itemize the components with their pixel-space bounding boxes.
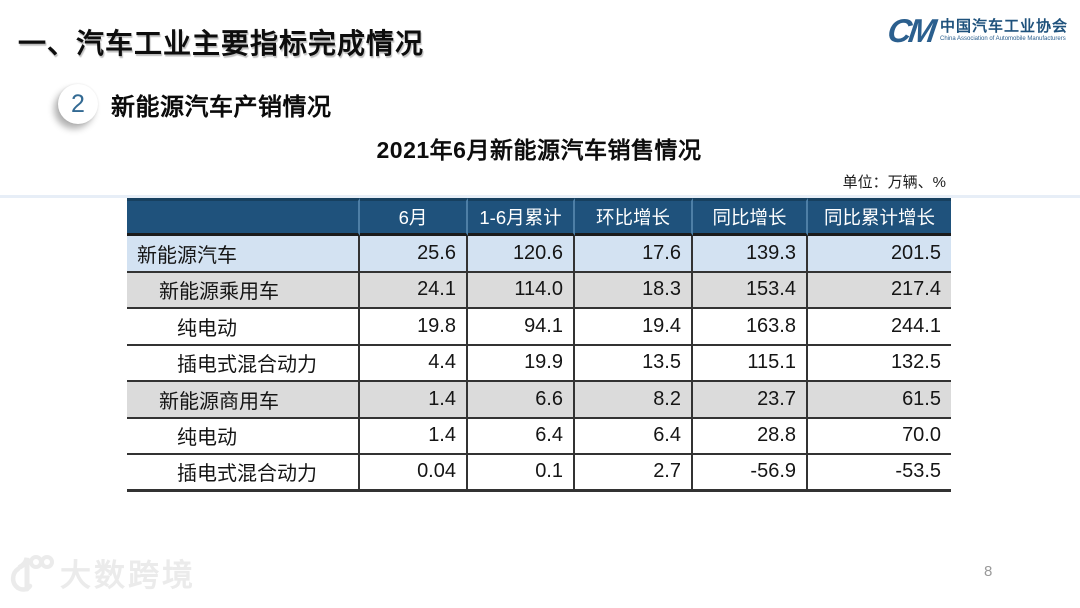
caam-logo: CM 中国汽车工业协会 China Association of Automob…: [885, 12, 1068, 49]
section-heading: 2 新能源汽车产销情况: [58, 84, 332, 124]
value-cell: 28.8: [693, 418, 808, 455]
column-header: 同比累计增长: [808, 198, 951, 236]
sales-table: 6月 1-6月累计 环比增长 同比增长 同比累计增长 新能源汽车 25.6 120.6 17.…: [127, 198, 951, 492]
table-row: 新能源汽车 25.6 120.6 17.6 139.3 201.5: [127, 236, 951, 273]
watermark: 大数跨境: [6, 550, 196, 595]
value-cell: 17.6: [575, 236, 693, 273]
value-cell: 1.4: [360, 382, 468, 419]
value-cell: 19.4: [575, 309, 693, 346]
value-cell: 61.5: [808, 382, 951, 419]
section-number-badge: 2: [58, 84, 98, 124]
section-title: 新能源汽车产销情况: [111, 93, 332, 121]
value-cell: 0.1: [468, 455, 575, 492]
column-header: 同比增长: [693, 198, 808, 236]
value-cell: 132.5: [808, 345, 951, 382]
value-cell: 70.0: [808, 418, 951, 455]
row-label: 新能源汽车: [127, 236, 360, 273]
column-header: 1-6月累计: [468, 198, 575, 236]
unit-note: 单位：万辆、%: [842, 174, 946, 191]
value-cell: -53.5: [808, 455, 951, 492]
caam-logo-name-cn: 中国汽车工业协会: [939, 18, 1068, 36]
value-cell: 18.3: [575, 272, 693, 309]
row-label: 纯电动: [127, 418, 360, 455]
value-cell: 2.7: [575, 455, 693, 492]
row-label: 纯电动: [127, 309, 360, 346]
corner-header-cell: [127, 198, 360, 236]
table-header: 6月 1-6月累计 环比增长 同比增长 同比累计增长: [127, 198, 951, 236]
value-cell: 0.04: [360, 455, 468, 492]
value-cell: 6.4: [575, 418, 693, 455]
value-cell: 201.5: [808, 236, 951, 273]
value-cell: 115.1: [693, 345, 808, 382]
sales-table-grid: 6月 1-6月累计 环比增长 同比增长 同比累计增长 新能源汽车 25.6 120.6 17.…: [127, 198, 951, 492]
value-cell: 4.4: [360, 345, 468, 382]
value-cell: 139.3: [693, 236, 808, 273]
table-row: 纯电动 1.4 6.4 6.4 28.8 70.0: [127, 418, 951, 455]
column-header: 环比增长: [575, 198, 693, 236]
table-row: 插电式混合动力 4.4 19.9 13.5 115.1 132.5: [127, 345, 951, 382]
caam-logo-names: 中国汽车工业协会 China Association of Automobile…: [940, 18, 1068, 42]
value-cell: 6.4: [468, 418, 575, 455]
value-cell: 244.1: [808, 309, 951, 346]
value-cell: 217.4: [808, 272, 951, 309]
row-label: 插电式混合动力: [127, 345, 360, 382]
table-title: 2021年6月新能源汽车销售情况: [376, 137, 702, 163]
value-cell: -56.9: [693, 455, 808, 492]
value-cell: 19.8: [360, 309, 468, 346]
value-cell: 1.4: [360, 418, 468, 455]
table-row: 新能源商用车 1.4 6.6 8.2 23.7 61.5: [127, 382, 951, 419]
caam-logo-icon: CM: [885, 12, 936, 49]
decorative-strip: [0, 195, 1080, 198]
value-cell: 153.4: [693, 272, 808, 309]
column-header: 6月: [360, 198, 468, 236]
value-cell: 13.5: [575, 345, 693, 382]
value-cell: 19.9: [468, 345, 575, 382]
value-cell: 114.0: [468, 272, 575, 309]
value-cell: 25.6: [360, 236, 468, 273]
table-row: 插电式混合动力 0.04 0.1 2.7 -56.9 -53.5: [127, 455, 951, 492]
row-label: 新能源商用车: [127, 382, 360, 419]
table-row: 纯电动 19.8 94.1 19.4 163.8 244.1: [127, 309, 951, 346]
watermark-100-icon: [10, 554, 54, 592]
value-cell: 23.7: [693, 382, 808, 419]
value-cell: 8.2: [575, 382, 693, 419]
row-label: 插电式混合动力: [127, 455, 360, 492]
page-number: 8: [984, 563, 993, 580]
value-cell: 94.1: [468, 309, 575, 346]
value-cell: 163.8: [693, 309, 808, 346]
watermark-text: 大数跨境: [60, 558, 196, 593]
main-title: 一、汽车工业主要指标完成情况: [18, 28, 425, 59]
value-cell: 24.1: [360, 272, 468, 309]
value-cell: 120.6: [468, 236, 575, 273]
row-label: 新能源乘用车: [127, 272, 360, 309]
value-cell: 6.6: [468, 382, 575, 419]
caam-logo-name-en: China Association of Automobile Manufact…: [939, 35, 1066, 42]
table-row: 新能源乘用车 24.1 114.0 18.3 153.4 217.4: [127, 272, 951, 309]
